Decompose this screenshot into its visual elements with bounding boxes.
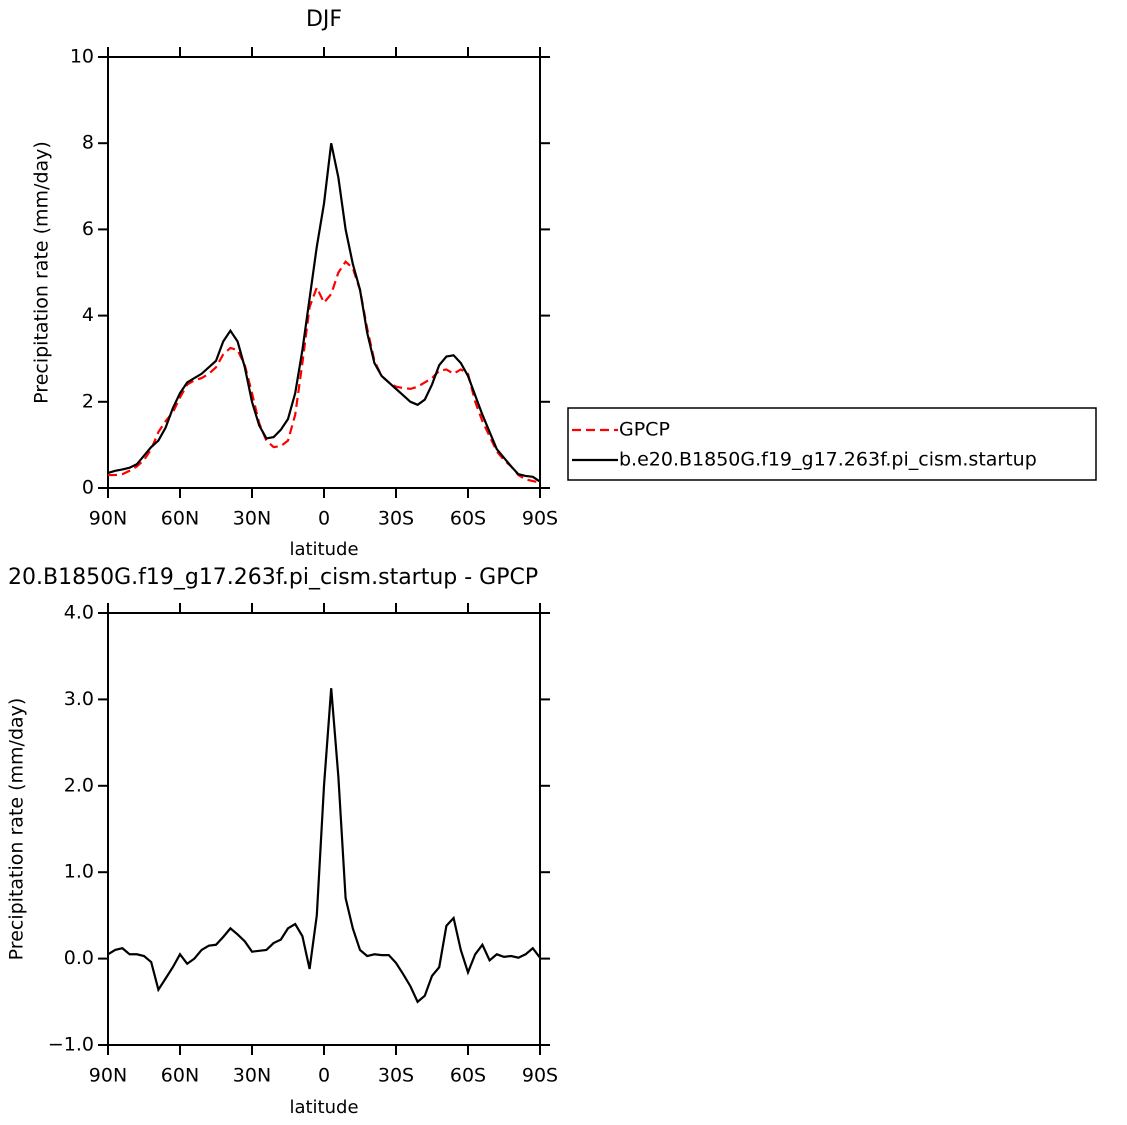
x-tick-label: 0 xyxy=(318,1065,330,1087)
y-tick-label: 10 xyxy=(70,46,94,68)
x-tick-label: 30N xyxy=(233,508,271,530)
y-tick-label: 0 xyxy=(82,477,94,499)
y-tick-label: 4.0 xyxy=(64,602,94,624)
y-tick-label: 1.0 xyxy=(64,861,94,883)
y-tick-label: 8 xyxy=(82,132,94,154)
y-tick-label: 2 xyxy=(82,390,94,412)
series-line xyxy=(108,260,541,484)
y-tick-label: 4 xyxy=(82,304,94,326)
x-axis-label: latitude xyxy=(289,539,358,560)
chart-title: 20.B1850G.f19_g17.263f.pi_cism.startup -… xyxy=(8,565,538,590)
plot-frame xyxy=(107,56,541,489)
y-axis-label: Precipitation rate (mm/day) xyxy=(31,141,53,404)
x-tick-label: 90S xyxy=(522,508,558,530)
x-tick-label: 60S xyxy=(450,1065,486,1087)
x-tick-label: 30N xyxy=(233,1065,271,1087)
y-tick-label: 6 xyxy=(82,218,94,240)
y-tick-label: 0.0 xyxy=(64,947,94,969)
x-tick-label: 90S xyxy=(522,1065,558,1087)
y-axis-label: Precipitation rate (mm/day) xyxy=(6,698,28,961)
x-tick-label: 90N xyxy=(89,1065,127,1087)
legend-label: b.e20.B1850G.f19_g17.263f.pi_cism.startu… xyxy=(619,449,1037,471)
x-tick-label: 90N xyxy=(89,508,127,530)
x-tick-label: 60N xyxy=(161,1065,199,1087)
y-tick-label: 2.0 xyxy=(64,774,94,796)
series-line xyxy=(107,688,541,1004)
x-tick-label: 60N xyxy=(161,508,199,530)
x-axis-label: latitude xyxy=(289,1097,358,1118)
x-tick-label: 0 xyxy=(318,508,330,530)
chart-title: DJF xyxy=(306,7,342,32)
x-tick-label: 30S xyxy=(378,1065,414,1087)
plot-frame xyxy=(107,612,541,1046)
x-tick-label: 60S xyxy=(450,508,486,530)
x-tick-label: 30S xyxy=(378,508,414,530)
legend-label: GPCP xyxy=(619,419,670,441)
legend-box xyxy=(567,407,1097,481)
y-tick-label: 3.0 xyxy=(64,688,94,710)
series-line xyxy=(107,142,541,483)
y-tick-label: −1.0 xyxy=(48,1034,94,1056)
